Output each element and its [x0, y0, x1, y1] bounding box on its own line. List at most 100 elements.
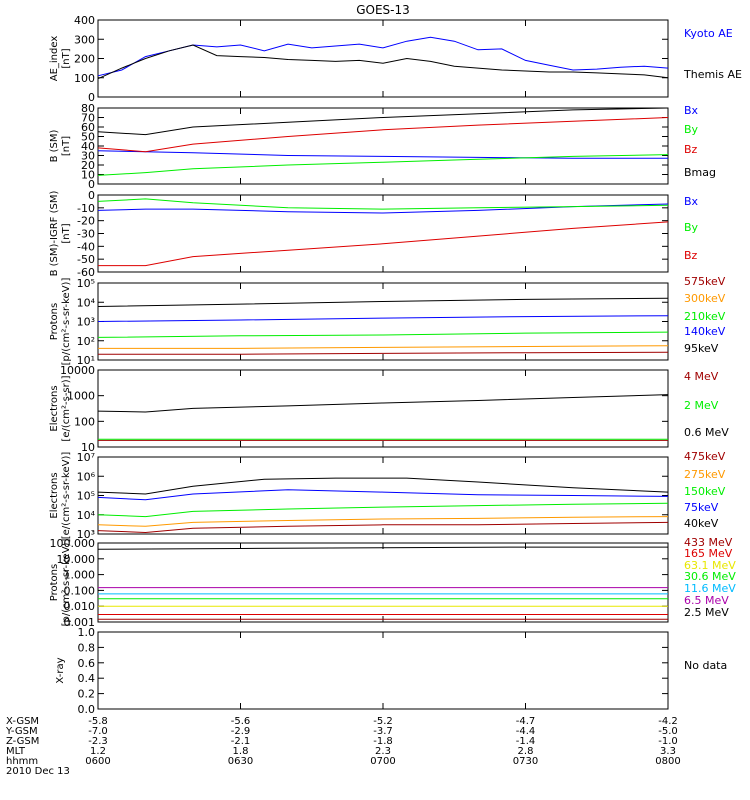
legend-4-MeV: 4 MeV: [684, 370, 719, 383]
legend-575keV: 575keV: [684, 275, 726, 288]
y-tick-label: 10000: [60, 364, 95, 377]
y-tick-label: 100: [74, 415, 95, 428]
y-tick-label: -30: [77, 228, 95, 241]
y-axis-label: AE_index: [49, 36, 60, 82]
legend-475keV: 475keV: [684, 450, 726, 463]
y-axis-label: X-ray: [55, 657, 66, 683]
y-axis-label: B (SM): [49, 129, 60, 162]
y-tick-label: 0.001: [64, 616, 96, 629]
series-line-Bmag: [97, 107, 669, 136]
series-line-40keV: [97, 477, 669, 495]
row-value: 2.3: [375, 746, 391, 757]
y-tick-label: 70: [81, 112, 95, 125]
y-tick-label: 0: [88, 189, 95, 202]
series-line-2.5-MeV: [97, 546, 668, 550]
x-axis-ephemeris: X-GSM -5.8 -5.6 -5.2 -4.7 -4.2 Y-GSM -7.0 -2.9 -3…: [0, 714, 750, 800]
chart-title: GOES-13: [356, 3, 410, 17]
y-tick-label: 1.000: [64, 569, 96, 582]
y-tick-label: 10: [81, 169, 95, 182]
y-axis-label: [nT]: [61, 136, 72, 156]
y-tick-label: 10⁵: [77, 490, 95, 503]
row-value: 2.8: [517, 746, 534, 757]
y-tick-label: 0.0: [78, 703, 96, 716]
y-tick-label: 60: [81, 121, 95, 134]
row-value: -4.4: [515, 726, 536, 737]
y-tick-label: 10.000: [57, 553, 96, 566]
y-tick-label: 10³: [77, 316, 95, 329]
series-line-By: [97, 154, 669, 176]
series-line-210keV: [97, 331, 669, 338]
legend-Bz: Bz: [684, 143, 698, 156]
y-tick-label: 200: [74, 53, 95, 66]
row-value: -2.9: [230, 726, 251, 737]
y-tick-label: 10⁶: [77, 470, 96, 483]
legend-210keV: 210keV: [684, 310, 726, 323]
panel-8: 0.0 0.2 0.4 0.6 0.8 1.0 X-ray No data: [55, 626, 727, 716]
panel-4: 10¹ 10² 10³ 10⁴ 10⁵ Protons [p/(cm²-s-sr-keV)]…: [49, 275, 726, 367]
row-label: Z-GSM: [6, 736, 40, 747]
y-tick-label: -40: [77, 240, 95, 253]
legend-Themis-AE: Themis AE: [683, 68, 742, 81]
legend-95keV: 95keV: [684, 342, 719, 355]
y-tick-label: 30: [81, 150, 95, 163]
legend-0.6-MeV: 0.6 MeV: [684, 426, 729, 439]
y-tick-label: 100: [74, 72, 95, 85]
y-tick-label: 10⁴: [77, 296, 96, 309]
series-line-75keV: [97, 489, 669, 501]
y-tick-label: -20: [77, 215, 95, 228]
series-line-Bz: [98, 221, 669, 267]
y-tick-label: 40: [81, 140, 95, 153]
legend-Bmag: Bmag: [684, 166, 716, 179]
legend-2.5-MeV: 2.5 MeV: [684, 606, 729, 619]
y-tick-label: -10: [77, 202, 95, 215]
row-value: 1.8: [232, 746, 249, 757]
row-label: X-GSM: [6, 716, 40, 727]
y-tick-label: 300: [74, 33, 95, 46]
y-tick-label: 10⁵: [77, 277, 95, 290]
row-value: -5.0: [658, 726, 678, 737]
series-line-Bx: [97, 150, 668, 159]
y-tick-label: 10¹: [77, 354, 95, 367]
y-tick-label: 20: [81, 159, 95, 172]
row-value: -3.7: [373, 726, 393, 737]
legend-75keV: 75keV: [684, 501, 719, 514]
y-axis-label: [nT]: [61, 48, 72, 68]
series-line-140keV: [97, 315, 669, 322]
y-tick-label: 10²: [77, 335, 95, 348]
legend-150keV: 150keV: [684, 485, 726, 498]
row-value: -1.0: [658, 736, 678, 747]
y-tick-label: 400: [74, 14, 95, 27]
panel-3: -60-50-40-30-20-100 B (SM)-IGRF (SM) [nT] B…: [49, 189, 699, 279]
series-line-0.6-MeV: [97, 394, 669, 413]
series-line-95keV: [97, 297, 669, 307]
y-tick-label: 0.8: [78, 641, 96, 654]
row-value: -4.2: [658, 716, 678, 727]
row-value: -5.6: [230, 716, 251, 727]
series-line-Themis-AE: [97, 44, 669, 80]
panel-frame: [97, 19, 669, 98]
row-value: -4.7: [515, 716, 536, 727]
series-line-Bz: [97, 117, 669, 153]
row-value: 0730: [512, 756, 539, 767]
row-value: 1.2: [90, 746, 106, 757]
legend-Bx: Bx: [684, 195, 699, 208]
y-tick-label: 0.010: [64, 600, 96, 613]
row-value: 0800: [655, 756, 681, 767]
date-label: 2010 Dec 13: [6, 766, 70, 777]
row-value: -2.1: [230, 736, 251, 747]
y-tick-label: -60: [77, 266, 95, 279]
y-axis-label: [e/(cm²-s-sr)]: [61, 375, 72, 441]
legend-63.1-MeV: 63.1 MeV: [684, 559, 736, 572]
row-value: 3.3: [660, 746, 676, 757]
row-value: 0630: [227, 756, 254, 767]
panel-frame: [97, 369, 669, 448]
y-tick-label: 80: [81, 102, 95, 115]
y-tick-label: 1000: [67, 390, 95, 403]
y-axis-label: Electrons: [49, 385, 60, 431]
y-axis-label: Electrons: [49, 472, 60, 518]
legend-30.6-MeV: 30.6 MeV: [684, 570, 736, 583]
legend-275keV: 275keV: [684, 468, 726, 481]
panel-frame: [97, 631, 669, 710]
